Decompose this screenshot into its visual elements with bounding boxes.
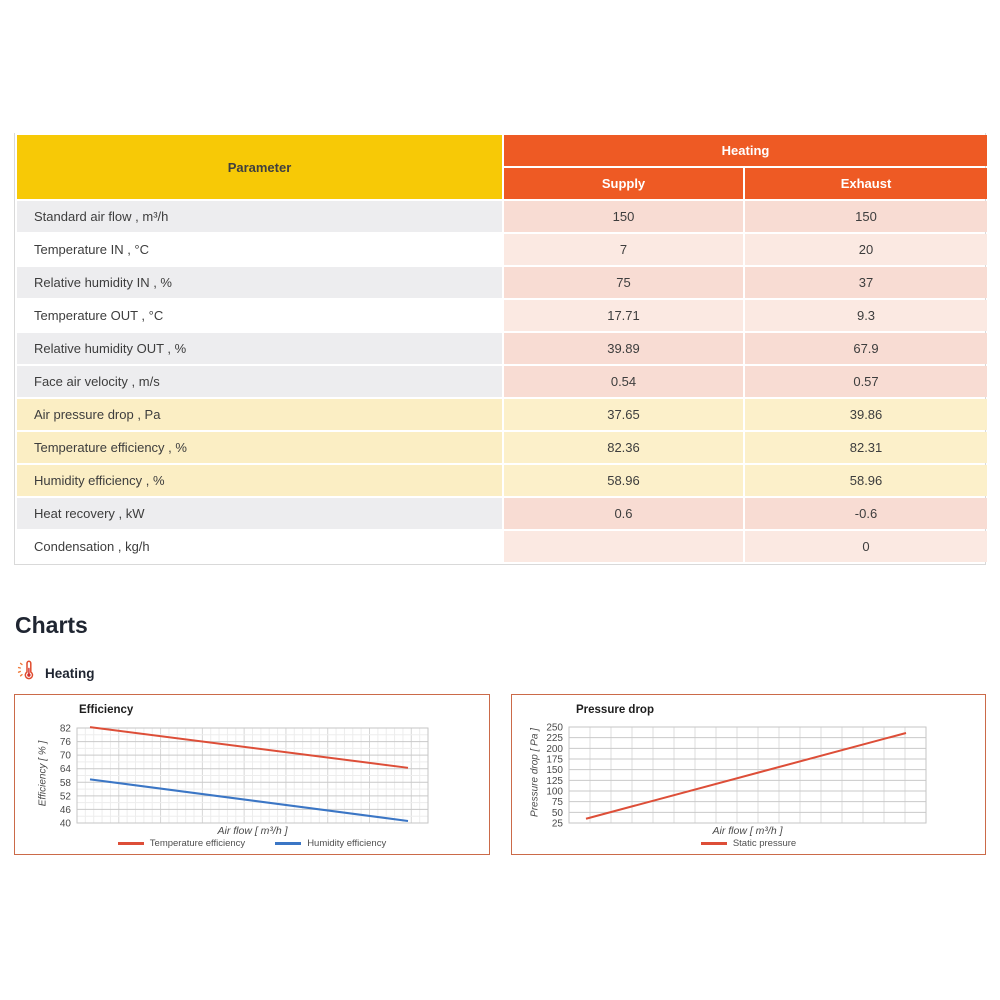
table-row: Condensation , kg/h 0: [17, 531, 988, 562]
parameter-name: Heat recovery , kW: [17, 498, 502, 529]
parameter-name: Temperature efficiency , %: [17, 432, 502, 463]
supply-value: 37.65: [504, 399, 743, 430]
supply-value: 39.89: [504, 333, 743, 364]
legend-line-swatch: [275, 842, 302, 845]
series-line: [89, 726, 409, 769]
exhaust-value: 20: [745, 234, 988, 265]
exhaust-value: 58.96: [745, 465, 988, 496]
supply-value: 0.6: [504, 498, 743, 529]
parameter-name: Temperature OUT , °C: [17, 300, 502, 331]
parameter-name: Air pressure drop , Pa: [17, 399, 502, 430]
charts-section-heading: Charts: [15, 612, 88, 638]
heating-subsection-label: Heating: [45, 665, 95, 681]
y-tick-label: 175: [546, 755, 563, 766]
supply-value: 58.96: [504, 465, 743, 496]
series-line: [585, 732, 907, 820]
exhaust-value: -0.6: [745, 498, 988, 529]
legend-item: Humidity efficiency: [275, 838, 386, 849]
parameter-name: Temperature IN , °C: [17, 234, 502, 265]
table-row: Relative humidity IN , % 75 37: [17, 267, 988, 298]
table-row: Temperature OUT , °C 17.71 9.3: [17, 300, 988, 331]
parameter-name: Relative humidity OUT , %: [17, 333, 502, 364]
y-tick-label: 225: [546, 733, 563, 744]
table-row: Face air velocity , m/s 0.54 0.57: [17, 366, 988, 397]
legend-label: Static pressure: [732, 838, 797, 849]
exhaust-value: 0.57: [745, 366, 988, 397]
legend-line-swatch: [117, 842, 144, 845]
table-row: Temperature efficiency , % 82.36 82.31: [17, 432, 988, 463]
legend-item: Temperature efficiency: [117, 838, 246, 849]
table-row: Temperature IN , °C 7 20: [17, 234, 988, 265]
y-tick-label: 100: [546, 787, 563, 798]
supply-value: 82.36: [504, 432, 743, 463]
exhaust-value: 0: [745, 531, 988, 562]
exhaust-value: 82.31: [745, 432, 988, 463]
y-tick-label: 75: [552, 797, 564, 808]
legend-item: Static pressure: [700, 838, 797, 849]
legend-label: Humidity efficiency: [307, 838, 387, 849]
supply-value: 17.71: [504, 300, 743, 331]
table-row: Humidity efficiency , % 58.96 58.96: [17, 465, 988, 496]
header-row-group: Parameter Heating: [17, 135, 988, 199]
x-axis-label: Air flow [ m³/h ]: [217, 825, 288, 837]
series-line: [89, 778, 409, 822]
chart-plot-area: 82 76 70 64 58 52 46 40: [60, 724, 429, 830]
parameter-name: Condensation , kg/h: [17, 531, 502, 562]
pressure-drop-chart: Pressure drop Pressure drop [ Pa ] 250 22…: [511, 694, 986, 855]
supply-value: 150: [504, 201, 743, 232]
parameters-table: Parameter Heating Supply Exhaust Standar…: [15, 133, 989, 564]
y-tick-label: 125: [546, 776, 563, 787]
exhaust-column-header: Exhaust: [745, 168, 988, 199]
heating-subsection: Heating: [15, 660, 95, 686]
chart-title: Efficiency: [79, 704, 134, 716]
parameters-table-wrapper: Parameter Heating Supply Exhaust Standar…: [14, 133, 989, 565]
supply-value: 0.54: [504, 366, 743, 397]
supply-value: 75: [504, 267, 743, 298]
table-row: Relative humidity OUT , % 39.89 67.9: [17, 333, 988, 364]
y-tick-label: 82: [60, 724, 72, 735]
y-tick-label: 46: [60, 805, 72, 816]
legend-line-swatch: [700, 842, 727, 845]
exhaust-value: 9.3: [745, 300, 988, 331]
parameter-name: Face air velocity , m/s: [17, 366, 502, 397]
table-row: Standard air flow , m³/h 150 150: [17, 201, 988, 232]
y-tick-label: 58: [60, 778, 72, 789]
chart-legend: Static pressure: [512, 838, 985, 849]
exhaust-value: 39.86: [745, 399, 988, 430]
y-tick-label: 250: [546, 723, 563, 734]
exhaust-value: 150: [745, 201, 988, 232]
x-axis-label: Air flow [ m³/h ]: [712, 825, 783, 837]
heating-thermometer-icon: [15, 660, 36, 686]
supply-column-header: Supply: [504, 168, 743, 199]
parameter-name: Standard air flow , m³/h: [17, 201, 502, 232]
chart-legend: Temperature efficiency Humidity efficienc…: [15, 838, 489, 849]
table-row: Heat recovery , kW 0.6 -0.6: [17, 498, 988, 529]
y-tick-label: 200: [546, 744, 563, 755]
supply-value: 7: [504, 234, 743, 265]
legend-label: Temperature efficiency: [149, 838, 246, 849]
y-tick-label: 150: [546, 765, 563, 776]
supply-value: [504, 531, 743, 562]
efficiency-chart: Efficiency Efficiency [ % ] 82 76 70 64 58 52…: [14, 694, 490, 855]
parameter-name: Humidity efficiency , %: [17, 465, 502, 496]
parameter-name: Relative humidity IN , %: [17, 267, 502, 298]
heating-group-header: Heating: [504, 135, 988, 166]
table-row: Air pressure drop , Pa 37.65 39.86: [17, 399, 988, 430]
exhaust-value: 37: [745, 267, 988, 298]
chart-title: Pressure drop: [576, 704, 654, 716]
y-tick-label: 50: [552, 808, 564, 819]
y-tick-label: 70: [60, 751, 72, 762]
y-tick-label: 52: [60, 791, 72, 802]
y-tick-label: 64: [60, 764, 72, 775]
parameter-column-header: Parameter: [17, 135, 502, 199]
y-tick-label: 25: [552, 819, 564, 830]
y-tick-label: 40: [60, 819, 72, 830]
header-row-columns: Supply Exhaust: [17, 168, 988, 199]
exhaust-value: 67.9: [745, 333, 988, 364]
y-tick-label: 76: [60, 737, 72, 748]
